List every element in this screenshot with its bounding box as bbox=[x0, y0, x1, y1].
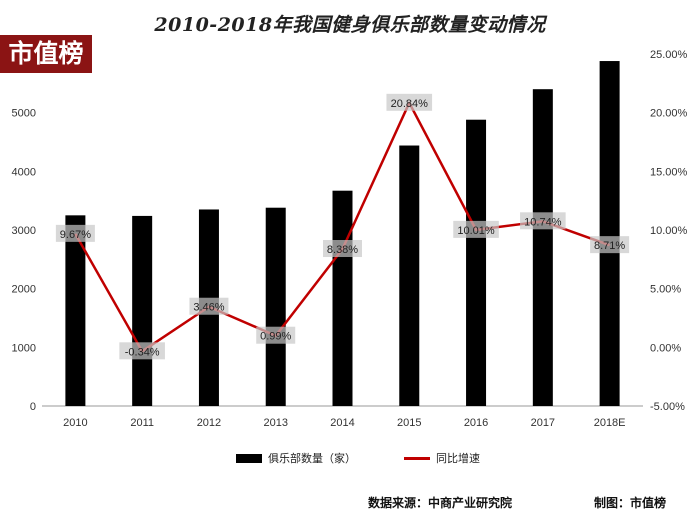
data-label-bg bbox=[520, 212, 566, 230]
y-right-tick-label: 20.00% bbox=[650, 108, 688, 120]
y-right-tick-label: 25.00% bbox=[650, 49, 688, 61]
data-label: 10.74% bbox=[524, 216, 562, 228]
bar bbox=[599, 61, 620, 406]
chart-title: 2010-2018年我国健身俱乐部数量变动情况 bbox=[154, 14, 546, 36]
y-right-tick-label: -5.00% bbox=[650, 401, 685, 413]
data-label: 8.38% bbox=[327, 244, 358, 256]
data-label-bg bbox=[386, 93, 433, 111]
x-tick-label: 2018E bbox=[594, 417, 626, 429]
x-tick-label: 2012 bbox=[197, 417, 221, 429]
chart-canvas: 0 1000 2000 3000 4000 5000 -5.00% 0.00% 5.00% 10.… bbox=[12, 49, 688, 429]
legend-item-line: 同比增速 bbox=[404, 450, 480, 466]
data-label: 0.99% bbox=[260, 331, 291, 343]
legend-label-bar: 俱乐部数量（家） bbox=[268, 452, 356, 465]
legend-item-bar: 俱乐部数量（家） bbox=[236, 450, 356, 466]
y-left-tick-label: 5000 bbox=[12, 108, 36, 120]
footer-maker: 制图：市值榜 bbox=[594, 496, 667, 510]
data-label: 20.84% bbox=[391, 98, 429, 110]
x-tick-label: 2011 bbox=[130, 417, 154, 429]
x-tick-label: 2015 bbox=[397, 417, 421, 429]
brand-logo: 市值榜 bbox=[0, 35, 92, 73]
y-left-tick-label: 1000 bbox=[12, 342, 36, 354]
data-label-bg bbox=[55, 224, 95, 242]
data-label: 3.46% bbox=[193, 302, 224, 314]
x-tick-label: 2013 bbox=[263, 417, 287, 429]
legend-swatch-line bbox=[404, 456, 430, 460]
bar bbox=[65, 215, 86, 406]
x-tick-label: 2010 bbox=[63, 417, 87, 429]
x-tick-label: 2016 bbox=[464, 417, 488, 429]
footer-source: 数据来源：中商产业研究院 bbox=[368, 496, 513, 510]
y-right-tick-label: 10.00% bbox=[650, 225, 688, 237]
data-labels: 9.67% -0.34% 3.46% 0.99% 8.38% 20.84% 10.01% 10… bbox=[55, 93, 630, 360]
data-label-bg bbox=[590, 236, 630, 254]
y-right-tick-label: 5.00% bbox=[650, 284, 681, 296]
data-label-bg bbox=[119, 342, 165, 360]
y-left-tick-label: 2000 bbox=[12, 284, 36, 296]
data-label: 8.71% bbox=[594, 240, 625, 252]
y-right-tick-label: 15.00% bbox=[650, 166, 688, 178]
y-right-tick-label: 0.00% bbox=[650, 342, 681, 354]
y-left-tick-label: 4000 bbox=[12, 166, 36, 178]
legend: 俱乐部数量（家） 同比增速 bbox=[0, 450, 700, 470]
legend-swatch-bar bbox=[236, 453, 262, 463]
bar bbox=[399, 145, 420, 406]
x-tick-label: 2017 bbox=[531, 417, 555, 429]
bar bbox=[532, 89, 553, 406]
data-label: 10.01% bbox=[457, 225, 495, 237]
data-label-bg bbox=[453, 220, 499, 238]
bar bbox=[132, 215, 153, 406]
bar bbox=[466, 119, 487, 406]
data-label: 9.67% bbox=[60, 229, 91, 241]
x-tick-label: 2014 bbox=[330, 417, 354, 429]
legend-label-line: 同比增速 bbox=[436, 452, 480, 465]
data-label: -0.34% bbox=[125, 346, 160, 358]
data-label-bg bbox=[189, 297, 229, 315]
data-label-bg bbox=[256, 326, 296, 344]
bar bbox=[265, 207, 286, 406]
bar bbox=[332, 190, 353, 406]
data-label-bg bbox=[323, 240, 362, 258]
chart-axes: 0 1000 2000 3000 4000 5000 -5.00% 0.00% 5.00% 10.… bbox=[12, 49, 688, 429]
y-left-tick-label: 3000 bbox=[12, 225, 36, 237]
y-left-tick-label: 0 bbox=[30, 401, 36, 413]
